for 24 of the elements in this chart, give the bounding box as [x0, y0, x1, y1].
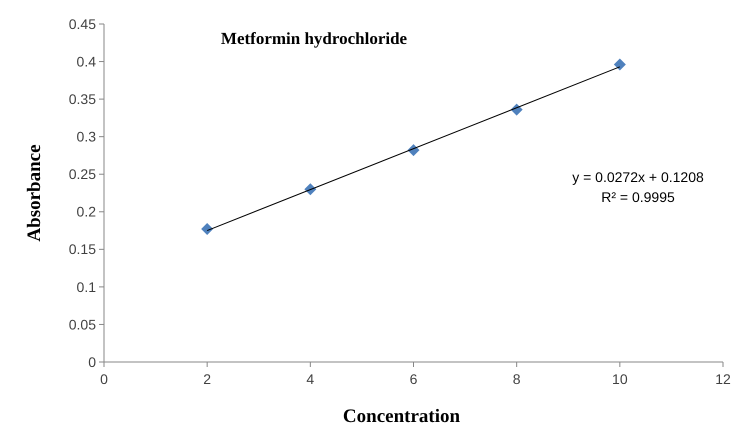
- x-axis-title: Concentration: [342, 406, 461, 427]
- x-tick-label: 4: [306, 371, 314, 387]
- x-tick-label: 12: [715, 371, 731, 387]
- y-tick-label: 0.35: [68, 91, 96, 108]
- chart-title: Metformin hydrochloride: [220, 29, 408, 48]
- y-tick-label: 0.1: [76, 278, 96, 295]
- y-tick-label: 0.3: [76, 128, 96, 145]
- x-tick-label: 10: [612, 371, 628, 387]
- y-tick-label: 0.2: [76, 204, 96, 220]
- y-tick-label: 0: [88, 354, 96, 370]
- point: [201, 223, 214, 236]
- y-tick-label: 0.15: [68, 241, 96, 258]
- x-tick-label: 8: [512, 371, 521, 387]
- x-tick-label: 0: [100, 371, 108, 387]
- annotation: R² = 0.9995: [601, 189, 675, 205]
- y-tick-label: 0.25: [68, 166, 96, 182]
- point: [614, 58, 626, 71]
- y-tick-label: 0.05: [68, 316, 96, 332]
- y-axis-title: Absorbance: [24, 144, 45, 242]
- y-tick-label: 0.4: [76, 53, 96, 70]
- y-tick-label: 0.45: [68, 16, 96, 32]
- x-tick-label: 6: [410, 371, 418, 387]
- x-tick-label: 2: [203, 371, 212, 387]
- annotation: y = 0.0272x + 0.1208: [572, 169, 704, 185]
